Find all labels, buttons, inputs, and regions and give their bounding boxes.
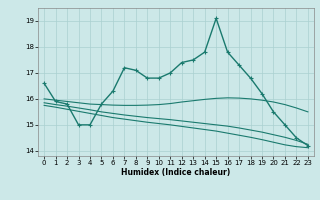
X-axis label: Humidex (Indice chaleur): Humidex (Indice chaleur) — [121, 168, 231, 177]
